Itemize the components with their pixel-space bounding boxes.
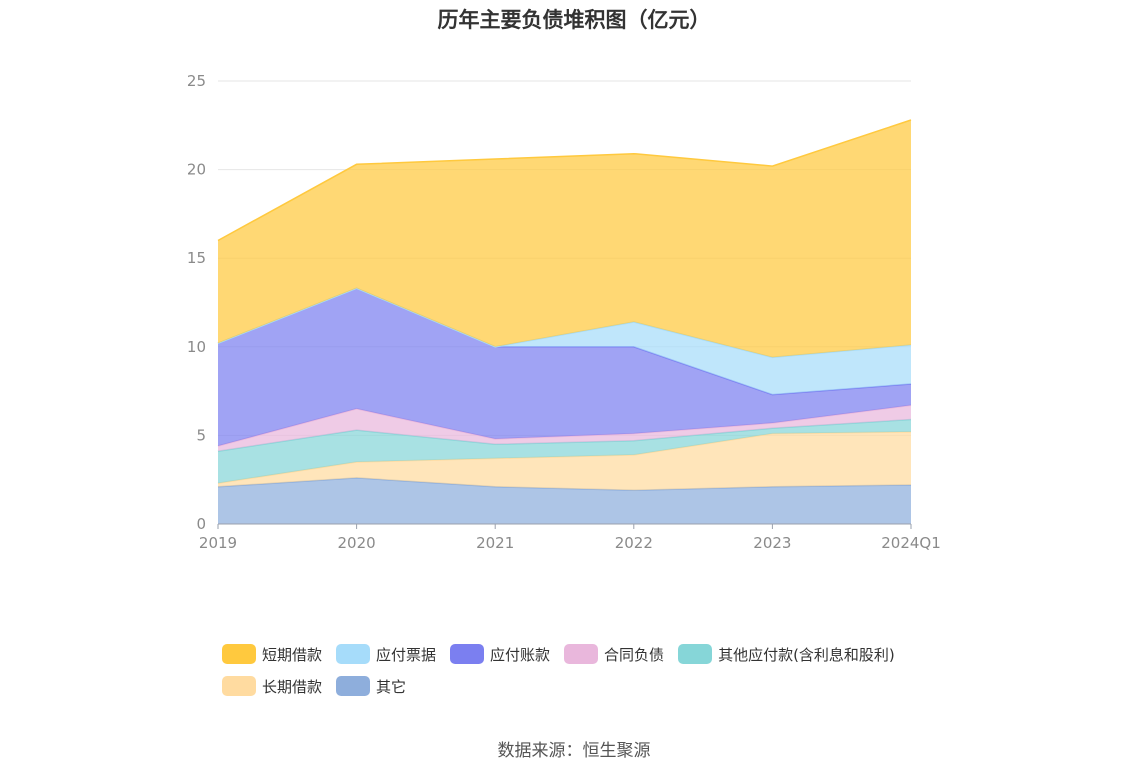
area-series-5 xyxy=(218,288,911,395)
legend-swatch xyxy=(336,644,371,664)
y-tick-label: 20 xyxy=(187,161,206,179)
x-tick-label: 2020 xyxy=(338,534,376,552)
x-tick-label: 2024Q1 xyxy=(881,534,941,552)
legend-label: 长期借款 xyxy=(262,677,323,696)
legend-item-other-payables[interactable]: 其他应付款(含利息和股利) xyxy=(678,644,895,665)
legend-item-short-term-loans[interactable]: 短期借款 xyxy=(222,644,322,665)
legend-label: 合同负债 xyxy=(604,645,665,664)
y-tick-label: 0 xyxy=(196,515,206,533)
legend-label: 应付票据 xyxy=(376,645,437,664)
legend-item-long-term-loans[interactable]: 长期借款 xyxy=(222,676,322,697)
legend-item-contract-liabilities[interactable]: 合同负债 xyxy=(564,644,664,665)
legend-swatch xyxy=(222,676,256,696)
legend-item-accounts-payable[interactable]: 应付账款 xyxy=(450,644,550,665)
area-series-layer xyxy=(217,119,912,524)
legend-swatch xyxy=(564,644,599,664)
axes: 0 5 10 15 20 25 2019 2020 2021 2022 2023 2024Q1 xyxy=(187,72,941,552)
y-tick-label: 25 xyxy=(187,72,206,90)
area-series-2 xyxy=(218,419,911,484)
legend-row-2: 长期借款 其它 xyxy=(222,670,982,702)
x-tick-label: 2023 xyxy=(753,534,791,552)
x-tick-label: 2021 xyxy=(476,534,514,552)
legend-swatch xyxy=(222,644,256,664)
legend-label: 其他应付款(含利息和股利) xyxy=(718,645,895,664)
area-series-4 xyxy=(218,288,911,446)
legend-item-others[interactable]: 其它 xyxy=(336,676,406,697)
data-source-note: 数据来源：恒生聚源 xyxy=(497,741,651,761)
x-tick-label: 2022 xyxy=(615,534,653,552)
y-tick-label: 5 xyxy=(196,426,206,444)
legend-label: 短期借款 xyxy=(262,645,323,664)
chart-title: 历年主要负债堆积图（亿元） xyxy=(437,8,711,32)
legend: 短期借款 应付票据 应付账款 合同负债 其他应付款(含利息和股利) 长期借款 其… xyxy=(222,638,982,702)
legend-swatch xyxy=(450,644,485,664)
legend-item-notes-payable[interactable]: 应付票据 xyxy=(336,644,436,665)
legend-label: 应付账款 xyxy=(490,645,551,664)
area-series-0 xyxy=(218,477,911,524)
legend-row-1: 短期借款 应付票据 应付账款 合同负债 其他应付款(含利息和股利) xyxy=(222,638,982,670)
area-series-6 xyxy=(218,120,911,358)
y-tick-label: 15 xyxy=(187,249,206,267)
legend-swatch xyxy=(336,676,371,696)
area-series-1 xyxy=(218,431,911,491)
x-tick-label: 2019 xyxy=(199,534,237,552)
legend-label: 其它 xyxy=(376,677,407,696)
y-tick-label: 10 xyxy=(187,338,206,356)
area-series-line-6 xyxy=(217,119,912,242)
legend-swatch xyxy=(678,644,713,664)
